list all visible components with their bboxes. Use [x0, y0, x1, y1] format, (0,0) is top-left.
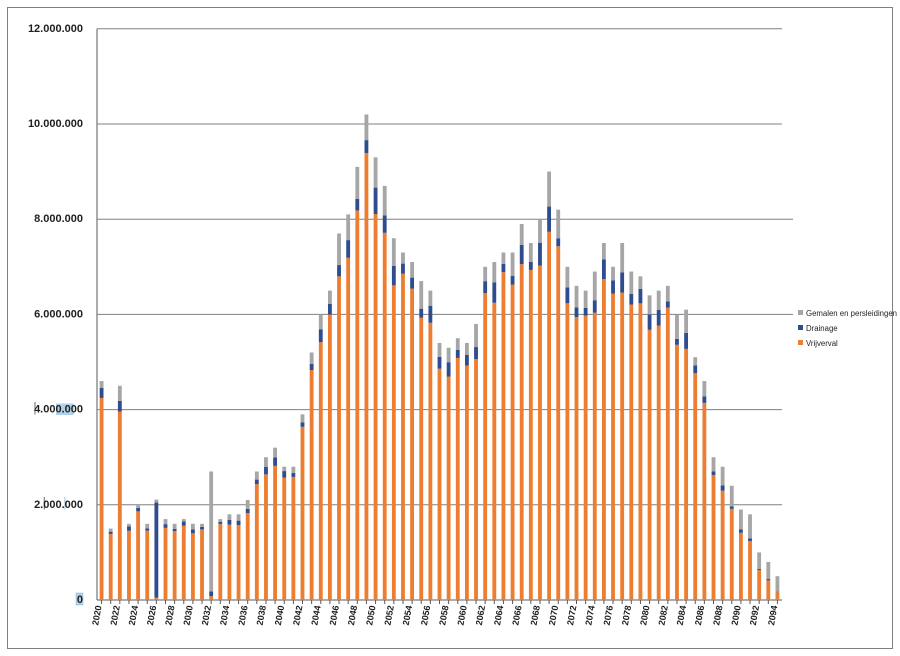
- svg-text:2058: 2058: [437, 605, 450, 626]
- svg-text:Vrijverval: Vrijverval: [806, 339, 838, 348]
- svg-text:6.000.000: 6.000.000: [34, 308, 83, 320]
- svg-text:2074: 2074: [583, 605, 596, 626]
- svg-text:2044: 2044: [309, 605, 322, 626]
- svg-text:2054: 2054: [401, 605, 414, 626]
- svg-text:12.000.000: 12.000.000: [28, 23, 83, 35]
- svg-text:2040: 2040: [273, 605, 286, 626]
- svg-text:2072: 2072: [565, 605, 578, 626]
- svg-text:2060: 2060: [456, 605, 469, 626]
- svg-text:Drainage: Drainage: [806, 324, 838, 333]
- svg-text:10.000.000: 10.000.000: [28, 118, 83, 130]
- svg-text:2038: 2038: [255, 605, 268, 626]
- svg-text:2066: 2066: [510, 605, 523, 626]
- svg-text:2046: 2046: [328, 605, 341, 626]
- svg-text:8.000.000: 8.000.000: [34, 213, 83, 225]
- svg-text:2064: 2064: [492, 605, 505, 626]
- svg-text:2080: 2080: [638, 605, 651, 626]
- svg-text:2068: 2068: [529, 605, 542, 626]
- svg-text:4.000.000: 4.000.000: [34, 404, 83, 416]
- svg-text:2042: 2042: [291, 605, 304, 626]
- svg-text:2.000.000: 2.000.000: [34, 499, 83, 511]
- svg-text:2024: 2024: [127, 605, 140, 626]
- svg-text:2028: 2028: [163, 605, 176, 626]
- svg-text:0: 0: [77, 594, 83, 606]
- svg-text:2070: 2070: [547, 605, 560, 626]
- svg-text:2052: 2052: [382, 605, 395, 626]
- svg-text:2026: 2026: [145, 605, 158, 626]
- svg-text:2022: 2022: [108, 605, 121, 626]
- svg-text:2020: 2020: [90, 605, 103, 626]
- svg-text:2048: 2048: [346, 605, 359, 626]
- svg-text:2088: 2088: [711, 605, 724, 626]
- svg-text:2036: 2036: [236, 605, 249, 626]
- svg-text:2062: 2062: [474, 605, 487, 626]
- svg-text:2034: 2034: [218, 605, 231, 626]
- svg-text:2032: 2032: [200, 605, 213, 626]
- svg-text:2092: 2092: [748, 605, 761, 626]
- svg-text:2090: 2090: [730, 605, 743, 626]
- svg-text:2086: 2086: [693, 605, 706, 626]
- svg-text:2094: 2094: [766, 605, 779, 626]
- svg-text:Gemalen en persleidingen: Gemalen en persleidingen: [806, 309, 897, 318]
- svg-text:2056: 2056: [419, 605, 432, 626]
- svg-text:2078: 2078: [620, 605, 633, 626]
- svg-text:2076: 2076: [602, 605, 615, 626]
- svg-text:2082: 2082: [656, 605, 669, 626]
- svg-text:2084: 2084: [675, 605, 688, 626]
- svg-text:2050: 2050: [364, 605, 377, 626]
- svg-text:2030: 2030: [182, 605, 195, 626]
